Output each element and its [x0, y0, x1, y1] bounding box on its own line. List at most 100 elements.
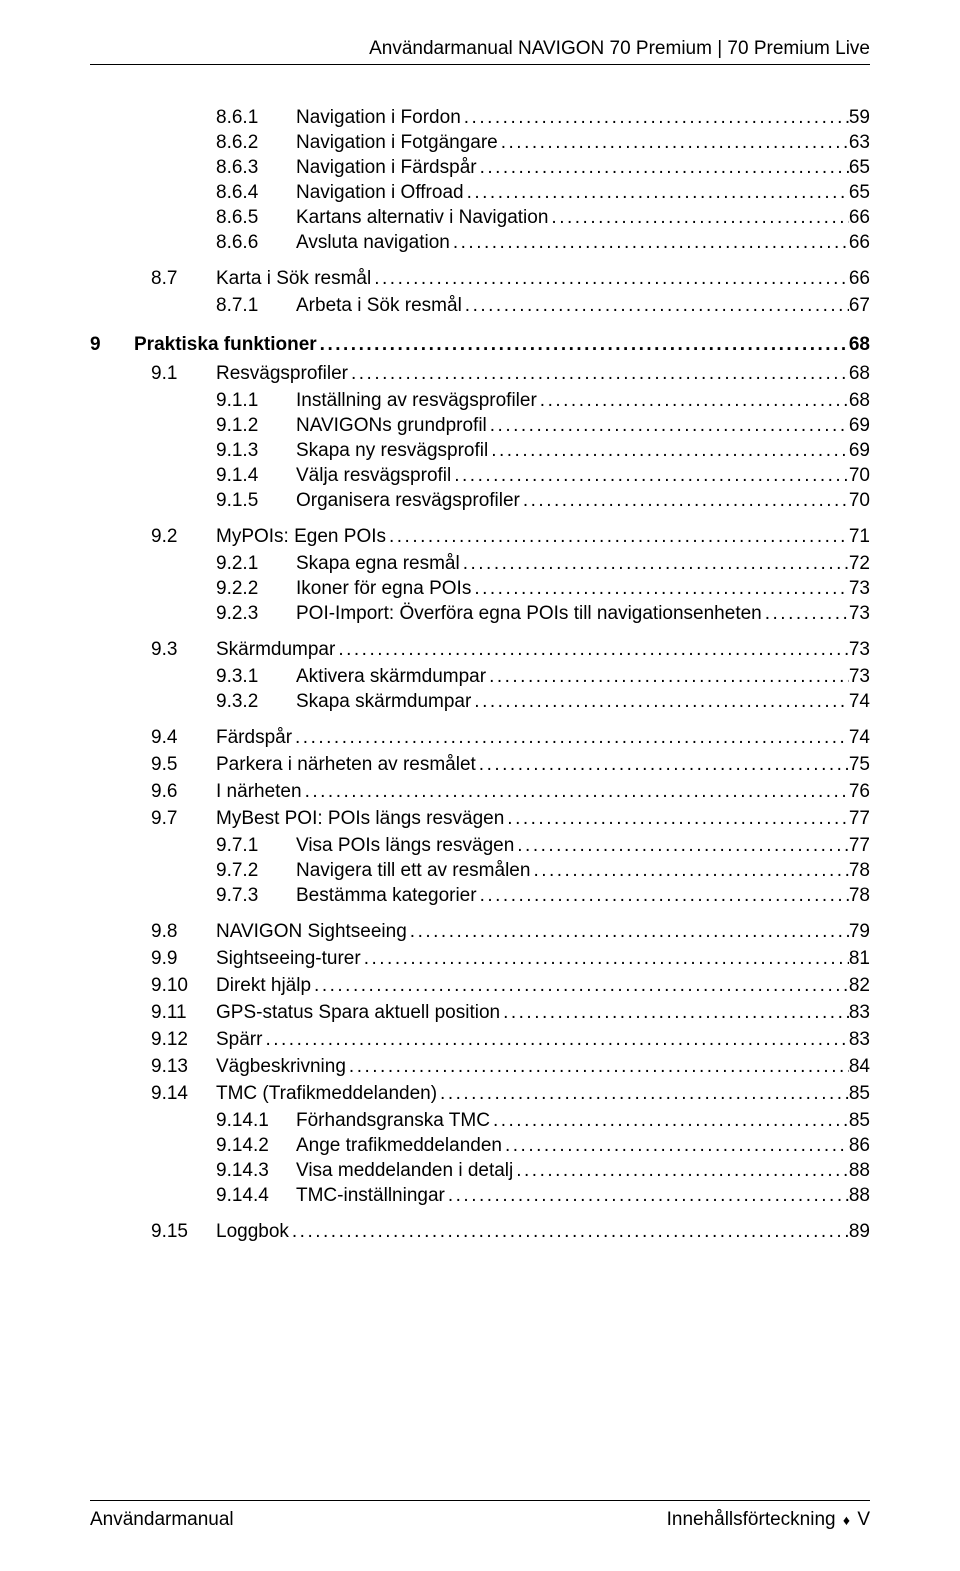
toc-entry-label: Direkt hjälp	[216, 975, 311, 997]
toc-entry: 9.2.3POI-Import: Överföra egna POIs till…	[90, 603, 870, 625]
toc-entry-label: Loggbok	[216, 1221, 289, 1243]
toc-entry: 9.14.3Visa meddelanden i detalj.........…	[90, 1160, 870, 1182]
toc-leader-dots: ........................................…	[471, 578, 849, 600]
toc-entry: 9.7.3Bestämma kategorier................…	[90, 885, 870, 907]
toc-entry-label: Sightseeing-turer	[216, 948, 361, 970]
toc-entry-number: 9.12	[151, 1029, 216, 1051]
toc-entry-number: 8.6.4	[216, 182, 296, 204]
toc-entry: 8.7.1Arbeta i Sök resmål................…	[90, 295, 870, 317]
toc-entry: 9.3.2Skapa skärmdumpar..................…	[90, 691, 870, 713]
toc-leader-dots: ........................................…	[460, 553, 849, 575]
toc-entry-page: 69	[849, 440, 870, 462]
toc-leader-dots: ........................................…	[548, 207, 848, 229]
toc-leader-dots: ........................................…	[361, 948, 849, 970]
toc-entry-page: 70	[849, 465, 870, 487]
toc-entry: 9.14.4TMC-inställningar.................…	[90, 1185, 870, 1207]
toc-entry: 9.7.1Visa POIs längs resvägen...........…	[90, 835, 870, 857]
toc-entry-page: 68	[849, 363, 870, 385]
footer-right-text: Innehållsförteckning ♦ V	[667, 1509, 870, 1531]
toc-leader-dots: ........................................…	[502, 1135, 849, 1157]
toc-entry-label: Vägbeskrivning	[216, 1056, 346, 1078]
toc-entry-number: 8.7	[151, 268, 216, 290]
toc-entry-label: Navigation i Fotgängare	[296, 132, 498, 154]
toc-entry-label: Arbeta i Sök resmål	[296, 295, 462, 317]
toc-leader-dots: ........................................…	[348, 363, 849, 385]
toc-entry-label: Avsluta navigation	[296, 232, 450, 254]
toc-entry-page: 77	[849, 835, 870, 857]
toc-entry-label: Skapa egna resmål	[296, 553, 460, 575]
toc-entry: 9.5Parkera i närheten av resmålet.......…	[90, 754, 870, 776]
toc-entry: 9.2.1Skapa egna resmål..................…	[90, 553, 870, 575]
toc-entry-label: Praktiska funktioner	[134, 334, 317, 356]
toc-entry-label: I närheten	[216, 781, 302, 803]
toc-entry-number: 9.2.2	[216, 578, 296, 600]
toc-entry-page: 84	[849, 1056, 870, 1078]
toc-entry-label: Navigation i Offroad	[296, 182, 464, 204]
toc-entry: 8.7Karta i Sök resmål...................…	[90, 268, 870, 290]
toc-leader-dots: ........................................…	[500, 1002, 849, 1024]
toc-entry: 9.14TMC (Trafikmeddelanden).............…	[90, 1083, 870, 1105]
toc-entry-page: 83	[849, 1002, 870, 1024]
toc-leader-dots: ........................................…	[346, 1056, 849, 1078]
toc-entry-label: Resvägsprofiler	[216, 363, 348, 385]
toc-leader-dots: ........................................…	[289, 1221, 849, 1243]
toc-entry-page: 76	[849, 781, 870, 803]
toc-entry-label: Förhandsgranska TMC	[296, 1110, 490, 1132]
toc-entry: 9.2MyPOIs: Egen POIs....................…	[90, 526, 870, 548]
toc-entry-label: POI-Import: Överföra egna POIs till navi…	[296, 603, 762, 625]
toc-leader-dots: ........................................…	[371, 268, 849, 290]
toc-entry-label: Parkera i närheten av resmålet	[216, 754, 476, 776]
toc-entry: 9.1Resvägsprofiler......................…	[90, 363, 870, 385]
toc-entry-number: 9.14.1	[216, 1110, 296, 1132]
toc-entry-label: Spärr	[216, 1029, 262, 1051]
toc-entry-page: 73	[849, 578, 870, 600]
toc-leader-dots: ........................................…	[514, 835, 849, 857]
toc-entry-label: TMC-inställningar	[296, 1185, 445, 1207]
toc-entry-number: 9.9	[151, 948, 216, 970]
toc-entry-label: Organisera resvägsprofiler	[296, 490, 520, 512]
toc-entry: 9.9Sightseeing-turer....................…	[90, 948, 870, 970]
toc-entry-label: Ikoner för egna POIs	[296, 578, 471, 600]
toc-entry-label: TMC (Trafikmeddelanden)	[216, 1083, 437, 1105]
toc-leader-dots: ........................................…	[477, 885, 849, 907]
toc-entry: 9.8NAVIGON Sightseeing..................…	[90, 921, 870, 943]
toc-entry-page: 88	[849, 1160, 870, 1182]
toc-entry-page: 78	[849, 885, 870, 907]
toc-entry-number: 9.6	[151, 781, 216, 803]
toc-entry-page: 73	[849, 639, 870, 661]
toc-entry-number: 8.6.5	[216, 207, 296, 229]
toc-entry: 9.10Direkt hjälp........................…	[90, 975, 870, 997]
toc-entry-page: 70	[849, 490, 870, 512]
toc-entry-page: 81	[849, 948, 870, 970]
toc-entry-page: 74	[849, 727, 870, 749]
toc-entry-number: 9.2	[151, 526, 216, 548]
toc-leader-dots: ........................................…	[513, 1160, 849, 1182]
toc-entry-page: 71	[849, 526, 870, 548]
toc-entry-number: 9.7.1	[216, 835, 296, 857]
toc-entry-label: MyBest POI: POIs längs resvägen	[216, 808, 504, 830]
toc-entry: 9.1.5Organisera resvägsprofiler.........…	[90, 490, 870, 512]
toc-entry-page: 86	[849, 1135, 870, 1157]
toc-leader-dots: ........................................…	[437, 1083, 849, 1105]
toc-entry-number: 9.1	[151, 363, 216, 385]
toc-entry: 9.13Vägbeskrivning......................…	[90, 1056, 870, 1078]
toc-entry-number: 8.7.1	[216, 295, 296, 317]
toc-entry-number: 9.1.3	[216, 440, 296, 462]
toc-entry: 9.14.2Ange trafikmeddelanden............…	[90, 1135, 870, 1157]
toc-entry-number: 9.5	[151, 754, 216, 776]
toc-entry: 8.6.2Navigation i Fotgängare............…	[90, 132, 870, 154]
toc-leader-dots: ........................................…	[451, 465, 849, 487]
toc-entry-number: 9.7	[151, 808, 216, 830]
toc-entry-number: 9.8	[151, 921, 216, 943]
toc-entry-number: 9.1.5	[216, 490, 296, 512]
toc-entry-page: 82	[849, 975, 870, 997]
footer-page-number: V	[857, 1509, 870, 1530]
toc-leader-dots: ........................................…	[292, 727, 849, 749]
toc-entry-page: 63	[849, 132, 870, 154]
toc-entry-page: 66	[849, 268, 870, 290]
toc-entry-page: 69	[849, 415, 870, 437]
toc-entry-number: 9.13	[151, 1056, 216, 1078]
toc-entry-label: Navigation i Fordon	[296, 107, 461, 129]
document-page: Användarmanual NAVIGON 70 Premium | 70 P…	[0, 0, 960, 1571]
toc-entry-number: 9.11	[151, 1002, 216, 1024]
